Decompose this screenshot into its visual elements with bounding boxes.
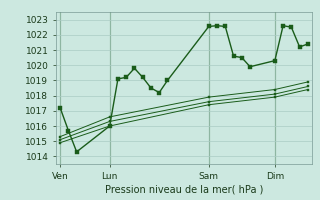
X-axis label: Pression niveau de la mer( hPa ): Pression niveau de la mer( hPa ) (105, 185, 263, 195)
